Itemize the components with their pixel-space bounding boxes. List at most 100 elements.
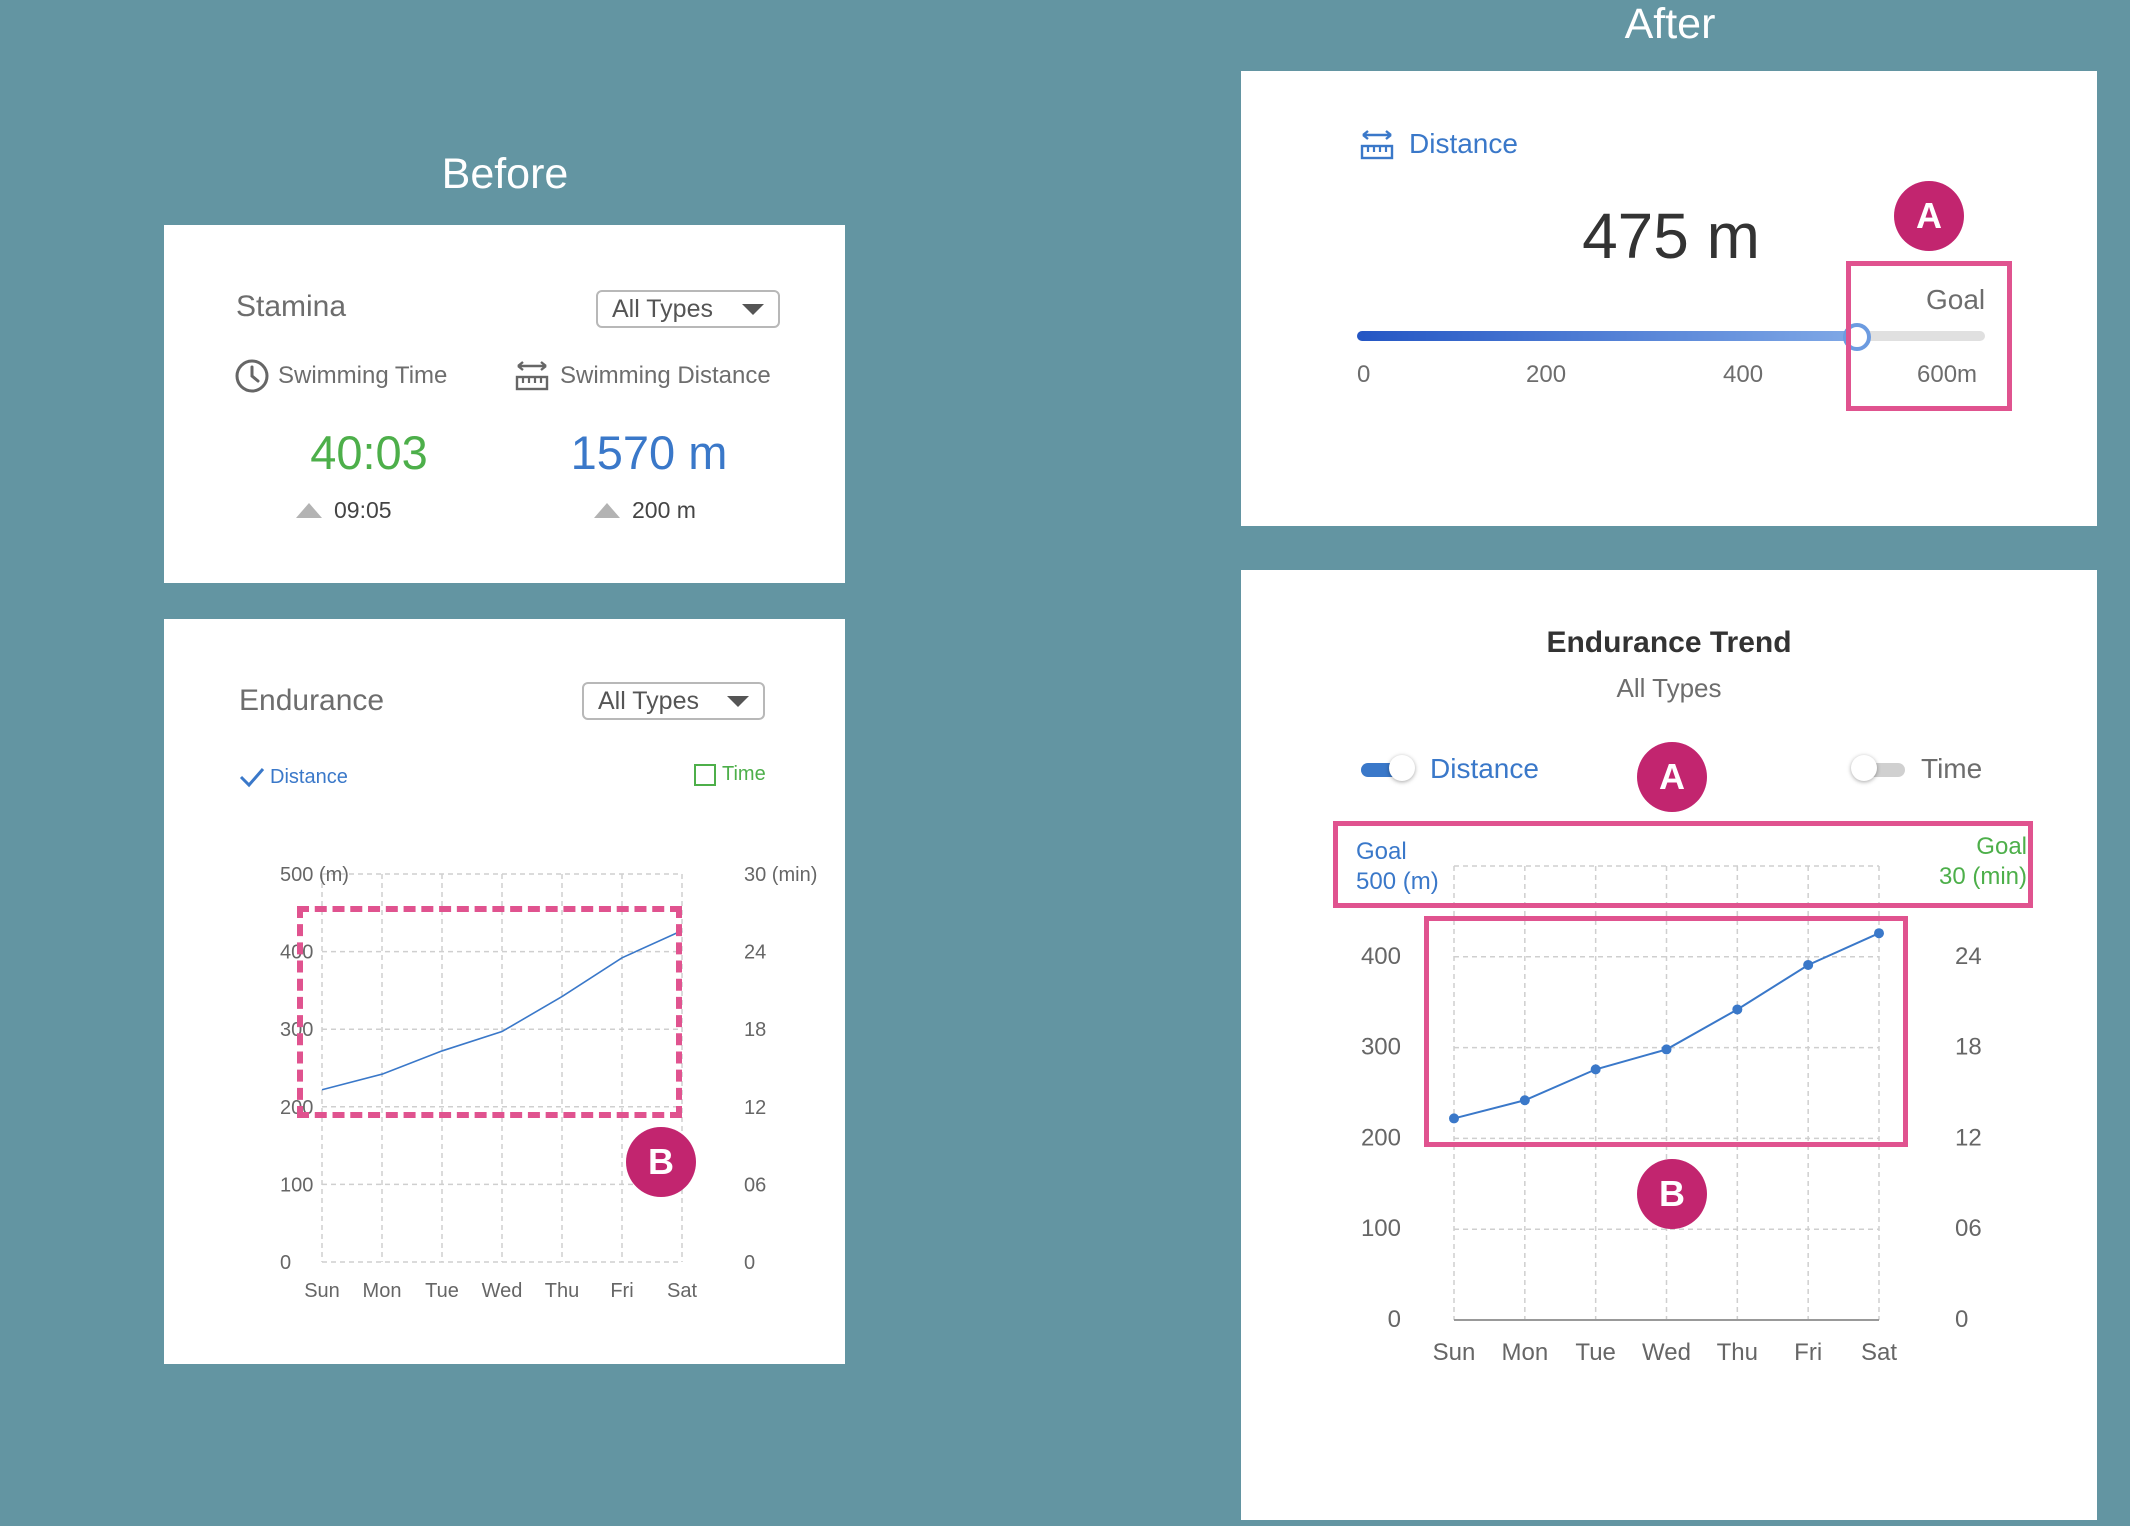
left-axis-tick: 300 [1361, 1034, 1401, 1061]
swimming-distance-value: 1570 m [570, 426, 728, 479]
endurance-trend-chart: 400 300 200 100 0 24 18 12 06 0 Sun Mon Tue Wed Thu Fri… [1241, 570, 2097, 1520]
data-point [1732, 1004, 1743, 1015]
annotation-badge-b: B [626, 1127, 696, 1197]
toggle-knob [1851, 755, 1877, 781]
toggle-knob [1389, 755, 1415, 781]
up-triangle-icon [594, 503, 620, 518]
clock-icon [234, 358, 270, 399]
goal-left-value: 500 (m) [1356, 868, 1439, 895]
x-axis-tick: Sun [304, 1280, 340, 1302]
x-axis-tick: Wed [482, 1280, 523, 1302]
left-axis-tick: 500 (m) [280, 864, 349, 886]
left-axis-tick: 400 [280, 942, 313, 964]
data-point [1590, 1064, 1601, 1075]
checkmark-icon [239, 768, 265, 788]
goal-left-label-text: Goal [1356, 838, 1407, 865]
x-axis-tick: Mon [363, 1280, 402, 1302]
data-point [1519, 1095, 1530, 1106]
x-axis-tick: Fri [610, 1280, 633, 1302]
highlight-region-a [1333, 821, 2033, 908]
data-point [1874, 928, 1884, 939]
right-axis-tick: 30 (min) [744, 864, 817, 886]
scale-label-400: 400 [1723, 361, 1764, 388]
right-axis-tick: 0 [1955, 1306, 1968, 1333]
endurance-type-dropdown[interactable]: All Types [582, 682, 765, 720]
before-heading: Before [441, 150, 569, 198]
left-axis-tick: 100 [1361, 1215, 1401, 1242]
scale-label-200: 200 [1526, 361, 1567, 388]
scale-label-600: 600m [1917, 361, 1978, 388]
distance-legend-checkbox[interactable]: Distance [238, 765, 348, 789]
endurance-chart: 500 (m) 400 300 200 100 0 30 (min) 24 18 12 06 0 Sun… [164, 619, 845, 1364]
after-heading: After [1624, 0, 1716, 48]
chevron-down-icon [727, 696, 749, 707]
swimming-time-value: 40:03 [310, 426, 428, 479]
annotation-badge-a: A [1637, 742, 1707, 812]
goal-right-label: Goal 30 (min) [1881, 832, 2027, 892]
dropdown-value: All Types [598, 686, 699, 715]
distance-series-line [321, 929, 683, 1091]
right-axis-tick: 06 [1955, 1215, 1982, 1242]
goal-right-label-text: Goal [1976, 833, 2027, 860]
distance-label: Distance [1409, 128, 1518, 159]
distance-delta: 200 m [594, 497, 696, 524]
x-axis-tick: Thu [545, 1280, 579, 1302]
data-point [1449, 1113, 1459, 1124]
ruler-icon [514, 358, 550, 399]
swimming-distance-label: Swimming Distance [560, 362, 771, 389]
right-axis-tick: 12 [744, 1097, 766, 1119]
distance-goal-card: Distance 475 m Goal 0 200 400 600m A [1241, 71, 2097, 526]
goal-left-label: Goal 500 (m) [1356, 837, 1439, 897]
x-axis-tick: Fri [1794, 1339, 1822, 1366]
stamina-type-dropdown[interactable]: All Types [596, 290, 780, 328]
swimming-time-label: Swimming Time [278, 362, 448, 389]
highlight-region-b [297, 906, 682, 1118]
annotation-badge-a: A [1894, 181, 1964, 251]
distance-legend-label: Distance [270, 765, 348, 788]
distance-delta-value: 200 m [632, 497, 696, 523]
left-axis-tick: 100 [280, 1174, 313, 1196]
up-triangle-icon [296, 503, 322, 518]
x-axis-tick: Tue [425, 1280, 459, 1302]
left-axis-tick: 400 [1361, 943, 1401, 970]
x-axis-tick: Sat [1861, 1339, 1897, 1366]
left-axis-tick: 300 [280, 1019, 313, 1041]
distance-toggle[interactable] [1361, 755, 1415, 781]
ruler-icon [1359, 127, 1395, 168]
right-axis-tick: 0 [744, 1252, 755, 1274]
chevron-down-icon [742, 304, 764, 315]
data-point [1661, 1044, 1672, 1055]
time-toggle-label: Time [1921, 753, 1983, 784]
time-legend-label: Time [722, 763, 766, 785]
highlight-region-a [1846, 261, 2012, 411]
right-axis-tick: 06 [744, 1174, 766, 1196]
stamina-title: Stamina [236, 290, 347, 323]
time-delta: 09:05 [296, 497, 392, 524]
right-axis-tick: 18 [1955, 1034, 1982, 1061]
time-delta-value: 09:05 [334, 497, 392, 523]
goal-label: Goal [1926, 284, 1986, 315]
time-legend-checkbox[interactable]: Time [694, 763, 766, 786]
right-axis-tick: 24 [1955, 943, 1982, 970]
left-axis-tick: 0 [280, 1252, 291, 1274]
checkbox-icon [694, 763, 716, 786]
endurance-title: Endurance [239, 684, 385, 717]
scale-label-0: 0 [1357, 361, 1371, 388]
left-axis-tick: 200 [1361, 1124, 1401, 1151]
time-toggle[interactable] [1851, 755, 1905, 781]
distance-progress-fill [1357, 331, 1854, 341]
x-axis-tick: Sat [667, 1280, 697, 1302]
x-axis-tick: Tue [1575, 1339, 1615, 1366]
distance-toggle-label: Distance [1430, 753, 1539, 784]
goal-right-value: 30 (min) [1938, 863, 2027, 890]
data-point [1803, 959, 1814, 970]
x-axis-tick: Sun [1433, 1339, 1476, 1366]
trend-subtitle: All Types [1616, 673, 1722, 703]
x-axis-tick: Mon [1501, 1339, 1548, 1366]
distance-value: 475 m [1582, 200, 1760, 272]
right-axis-tick: 18 [744, 1019, 766, 1041]
endurance-card: Endurance All Types Distance Time 500 (m… [164, 619, 845, 1364]
dropdown-value: All Types [612, 294, 713, 323]
left-axis-tick: 0 [1388, 1306, 1401, 1333]
x-axis-tick: Wed [1642, 1339, 1691, 1366]
